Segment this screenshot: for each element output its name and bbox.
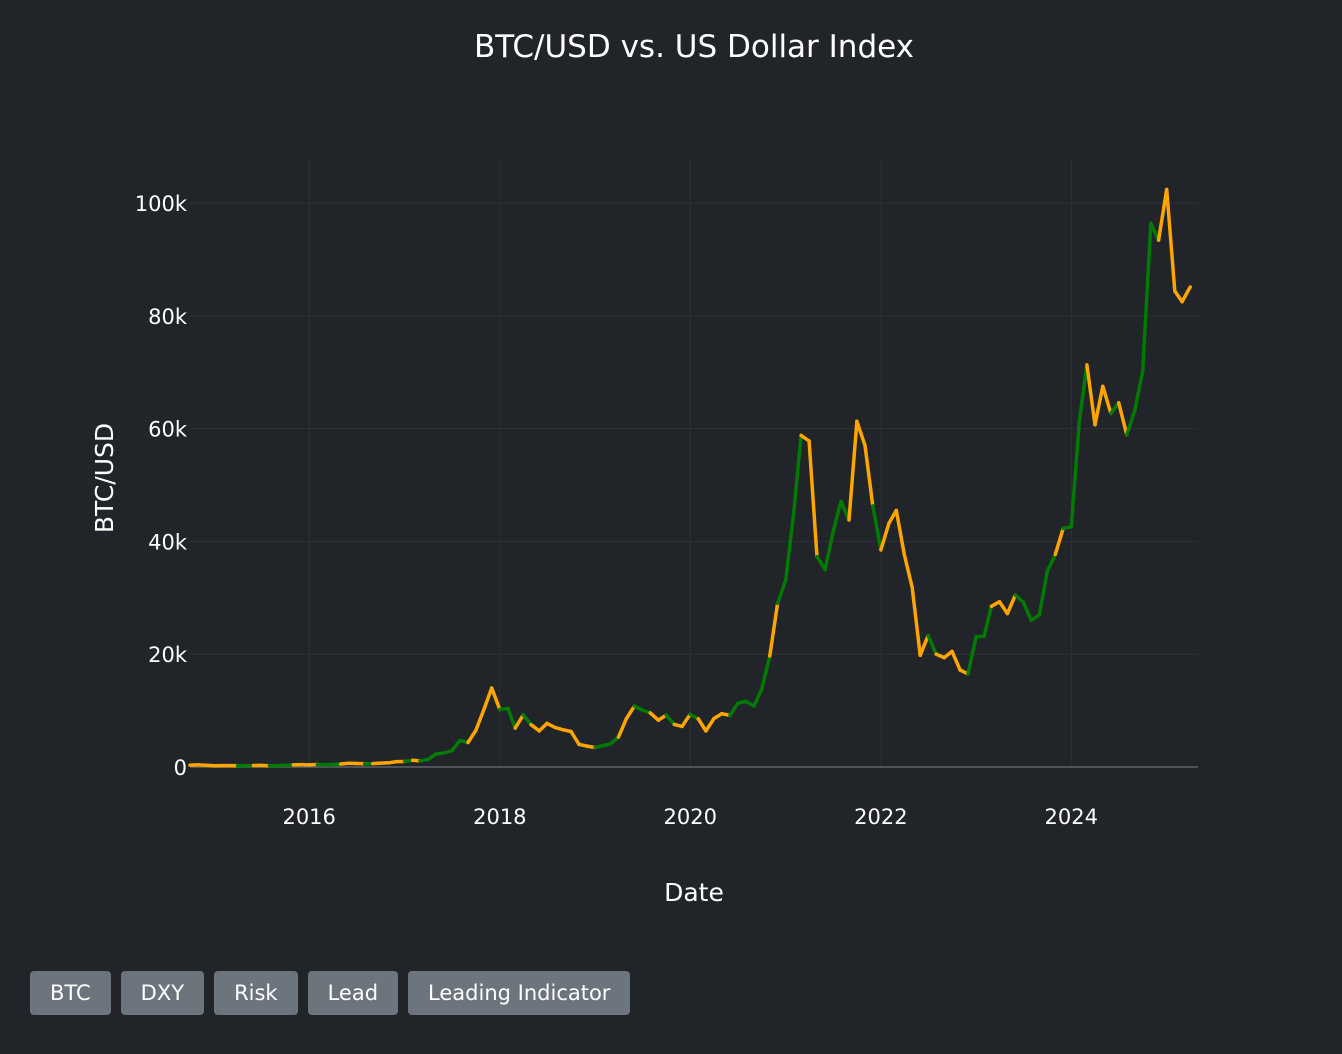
btc-line-segment	[1013, 593, 1026, 605]
btc-line-segment	[537, 721, 549, 733]
btc-line-segment	[506, 706, 517, 730]
btc-line-segment	[616, 717, 629, 739]
btc-line-segment	[1101, 384, 1113, 416]
btc-line-segment	[1085, 363, 1097, 427]
btc-line-segment	[759, 654, 772, 691]
btc-line-segment	[1045, 552, 1058, 574]
btc-line-segment	[950, 649, 962, 672]
btc-line-segment	[664, 713, 677, 727]
btc-line-segment	[966, 634, 978, 676]
btc-line-segment	[608, 735, 621, 746]
btc-line-segment	[1164, 187, 1177, 293]
btc-line-segment	[871, 504, 883, 552]
lead-button[interactable]: Lead	[307, 971, 399, 1015]
btc-button[interactable]: BTC	[30, 971, 111, 1015]
btc-line-segment	[466, 728, 478, 745]
risk-button[interactable]: Risk	[214, 971, 298, 1015]
y-tick-label: 0	[174, 756, 187, 780]
btc-line-segment	[704, 716, 716, 733]
line-layer	[188, 187, 1192, 768]
btc-line-segment	[926, 633, 938, 656]
btc-line-segment	[1133, 369, 1145, 412]
btc-line-segment	[1053, 526, 1065, 557]
btc-line-segment	[1156, 187, 1169, 242]
y-tick-label: 80k	[148, 305, 188, 329]
btc-line-segment	[482, 686, 494, 712]
btc-line-segment	[1116, 400, 1129, 437]
btc-line-segment	[521, 713, 533, 727]
btc-line-segment	[807, 439, 819, 559]
btc-line-segment	[474, 707, 486, 733]
btc-line-segment	[1140, 221, 1153, 373]
btc-line-segment	[894, 508, 907, 557]
btc-line-segment	[624, 704, 637, 721]
btc-line-segment	[648, 711, 661, 722]
x-tick-label: 2016	[282, 805, 335, 829]
btc-line-segment	[752, 687, 764, 708]
btc-line-segment	[918, 633, 930, 658]
button-bar: BTC DXY Risk Lead Leading Indicator	[30, 971, 631, 1015]
btc-line-segment	[815, 554, 827, 572]
btc-line-segment	[1093, 384, 1105, 427]
btc-line-segment	[783, 510, 796, 583]
btc-line-segment	[910, 585, 922, 658]
x-tick-label: 2018	[473, 805, 526, 829]
btc-line-segment	[569, 729, 581, 747]
btc-line-segment	[728, 701, 740, 718]
btc-line-segment	[847, 419, 859, 522]
chart-title: BTC/USD vs. US Dollar Index	[474, 29, 914, 65]
btc-line-segment	[982, 604, 994, 638]
btc-line-segment	[1180, 285, 1192, 304]
btc-line-segment	[1005, 593, 1018, 616]
tick-layer: 2016 2018 2020 2022 2024 0 20k 40k 60k 80k 100k	[135, 192, 1098, 829]
btc-line-segment	[1037, 569, 1050, 617]
leading-indicator-button[interactable]: Leading Indicator	[408, 971, 631, 1015]
btc-line-segment	[696, 717, 708, 733]
y-axis-title: BTC/USD	[90, 423, 119, 533]
btc-line-segment	[1125, 408, 1137, 437]
btc-line-segment	[1173, 289, 1184, 304]
btc-line-segment	[792, 433, 803, 514]
btc-line-segment	[831, 499, 843, 535]
btc-line-segment	[489, 686, 502, 712]
btc-line-segment	[902, 552, 914, 590]
btc-line-segment	[450, 738, 462, 753]
btc-line-segment	[680, 712, 692, 729]
btc-line-segment	[855, 419, 867, 448]
y-tick-label: 60k	[148, 418, 188, 442]
y-tick-label: 20k	[148, 643, 188, 667]
y-tick-label: 40k	[148, 530, 188, 554]
dxy-button[interactable]: DXY	[120, 971, 205, 1015]
chart: 2016 2018 2020 2022 2024 0 20k 40k 60k 80k 100k BT…	[90, 29, 1198, 907]
btc-line-segment	[1077, 363, 1089, 424]
btc-line-segment	[823, 531, 835, 572]
btc-line-segment	[768, 601, 780, 658]
btc-line-segment	[775, 578, 788, 606]
x-tick-label: 2024	[1045, 805, 1098, 829]
btc-line-segment	[997, 599, 1010, 616]
x-tick-label: 2020	[663, 805, 716, 829]
grid-layer	[190, 160, 1198, 768]
btc-line-segment	[1021, 600, 1034, 623]
btc-line-segment	[863, 443, 875, 508]
x-tick-label: 2022	[854, 805, 907, 829]
btc-line-segment	[513, 713, 526, 730]
btc-line-segment	[879, 521, 891, 552]
y-tick-label: 100k	[135, 192, 188, 216]
btc-line-segment	[1069, 420, 1082, 529]
x-axis-title: Date	[664, 878, 724, 907]
